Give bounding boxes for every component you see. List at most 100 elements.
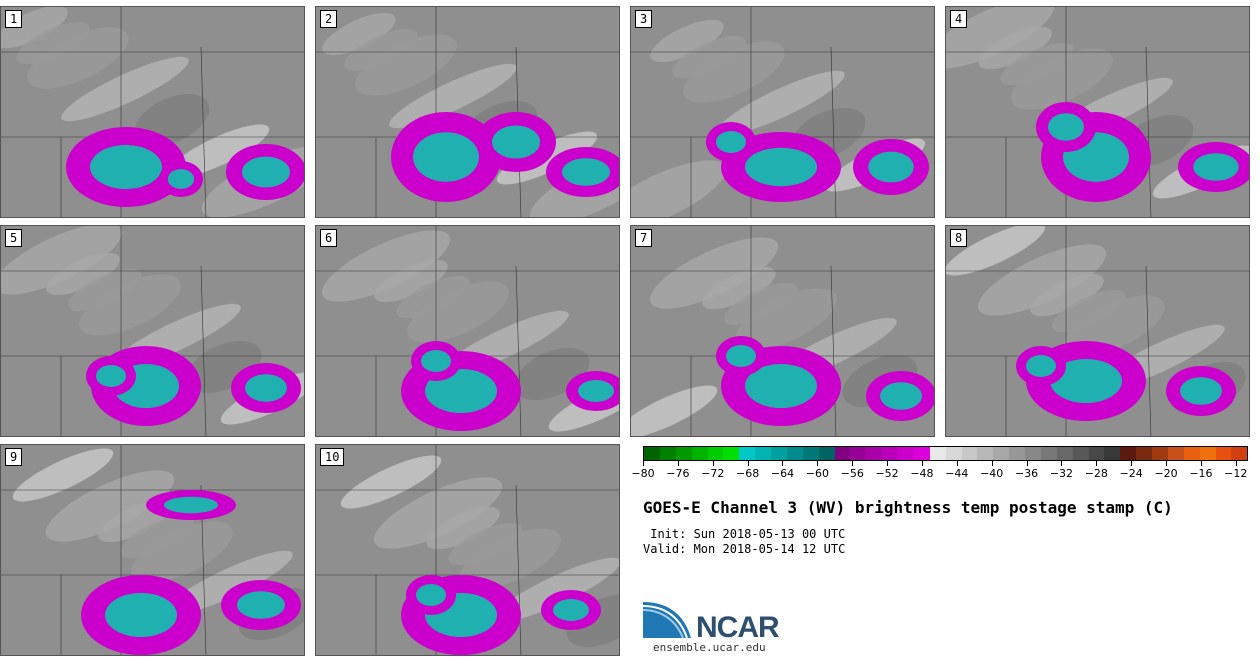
moisture-band [46, 252, 120, 296]
colorbar-segment [802, 447, 819, 460]
coldest-cloud-top [868, 151, 914, 183]
panel-label: 1 [5, 10, 23, 28]
moisture-band [165, 550, 293, 616]
moisture-band [16, 21, 90, 65]
moisture-band [426, 506, 500, 550]
colorbar-tick-label: −72 [701, 467, 725, 480]
coldest-cloud-top [562, 158, 610, 186]
moisture-band [649, 237, 779, 309]
colorbar-tick [887, 461, 889, 466]
colorbar-tick [1200, 461, 1202, 466]
colorbar-tick [817, 461, 819, 466]
coldest-cloud-top [1050, 359, 1122, 403]
moisture-band [27, 27, 129, 89]
colorbar-segment [1072, 447, 1089, 460]
stamp-panel-3: 3 [630, 6, 935, 218]
coldest-cloud-top [880, 382, 922, 410]
moisture-band [389, 63, 517, 129]
colorbar-segment [1152, 447, 1168, 460]
colorbar-segment [1199, 447, 1216, 460]
colorbar-tick-label: −56 [840, 467, 864, 480]
panel-label: 5 [5, 229, 23, 247]
colorbar-tick [1096, 461, 1098, 466]
colorbar-tick [712, 461, 714, 466]
wv-map [316, 226, 619, 436]
moisture-band [717, 70, 845, 136]
wv-map [1, 445, 304, 655]
colorbar-tick [782, 461, 784, 466]
colorbar-segment [1215, 447, 1232, 460]
colorbar-segment [755, 447, 771, 460]
moisture-band [946, 7, 1055, 69]
boundary-line [515, 484, 522, 655]
coldest-cloud-top [716, 131, 746, 153]
boundary-line [830, 265, 837, 436]
moisture-band [61, 56, 189, 122]
colorbar-tick-label: −32 [1049, 467, 1074, 480]
coldest-cloud-top [421, 350, 451, 372]
colorbar-segment [993, 447, 1010, 460]
moisture-band [340, 455, 442, 509]
moisture-band [120, 515, 194, 559]
boundary-line [830, 46, 837, 217]
moisture-band [448, 522, 522, 566]
panel-label: 9 [5, 448, 23, 466]
coldest-cloud-top [553, 599, 589, 621]
ncar-logo-text: NCAR [696, 611, 780, 644]
panel-label: 3 [635, 10, 653, 28]
init-time: Init: Sun 2018-05-13 00 UTC [643, 527, 846, 541]
wv-map [631, 7, 934, 217]
chart-title: GOES-E Channel 3 (WV) brightness temp po… [643, 498, 1173, 517]
coldest-cloud-top [245, 374, 287, 402]
moisture-band [322, 12, 396, 56]
colorbar-segment [961, 447, 978, 460]
coldest-cloud-top [413, 132, 479, 182]
coldest-cloud-top [96, 365, 126, 387]
colorbar-segment [882, 447, 898, 460]
moisture-band [683, 41, 785, 103]
colorbar-segment [1120, 447, 1137, 460]
wv-map [946, 226, 1249, 436]
colorbar-segment [739, 447, 756, 460]
colorbar-tick-label: −64 [770, 467, 795, 480]
colorbar-segment [1056, 447, 1073, 460]
colorbar-tick-label: −24 [1119, 467, 1143, 480]
moisture-band [373, 477, 503, 549]
wv-map [1, 7, 304, 217]
moisture-band [977, 244, 1107, 316]
moisture-band [396, 275, 470, 319]
colorbar-segment [786, 447, 803, 460]
moisture-band [374, 259, 448, 303]
stamp-panel-6: 6 [315, 225, 620, 437]
moisture-band [344, 28, 418, 72]
coldest-cloud-top [1193, 153, 1239, 181]
panel-label: 4 [950, 10, 968, 28]
panel-label: 7 [635, 229, 653, 247]
moisture-band [131, 521, 233, 583]
panel-label: 10 [320, 448, 345, 466]
moisture-band [1000, 42, 1074, 86]
moisture-band [672, 35, 746, 79]
moisture-band [68, 268, 142, 312]
moisture-band [493, 557, 619, 623]
stamp-panel-2: 2 [315, 6, 620, 218]
boundary-line [200, 265, 207, 436]
coldest-cloud-top [1026, 355, 1056, 377]
panel-label: 2 [320, 10, 338, 28]
colorbar-tick-label: −20 [1154, 467, 1178, 480]
colorbar-segment [818, 447, 835, 460]
wv-map [1, 226, 304, 436]
moisture-band [1030, 273, 1104, 317]
coldest-cloud-top [242, 156, 290, 188]
moisture-band [946, 226, 1046, 276]
wv-map [316, 7, 619, 217]
coldest-cloud-top [726, 345, 756, 367]
moisture-band [735, 288, 837, 350]
coldest-cloud-top [745, 147, 817, 187]
colorbar-tick-label: −60 [805, 467, 829, 480]
colorbar-segment [675, 447, 692, 460]
stamp-panel-8: 8 [945, 225, 1250, 437]
boundary-line [1145, 265, 1152, 436]
ncar-logo-icon [643, 602, 691, 639]
moisture-band [45, 470, 175, 542]
